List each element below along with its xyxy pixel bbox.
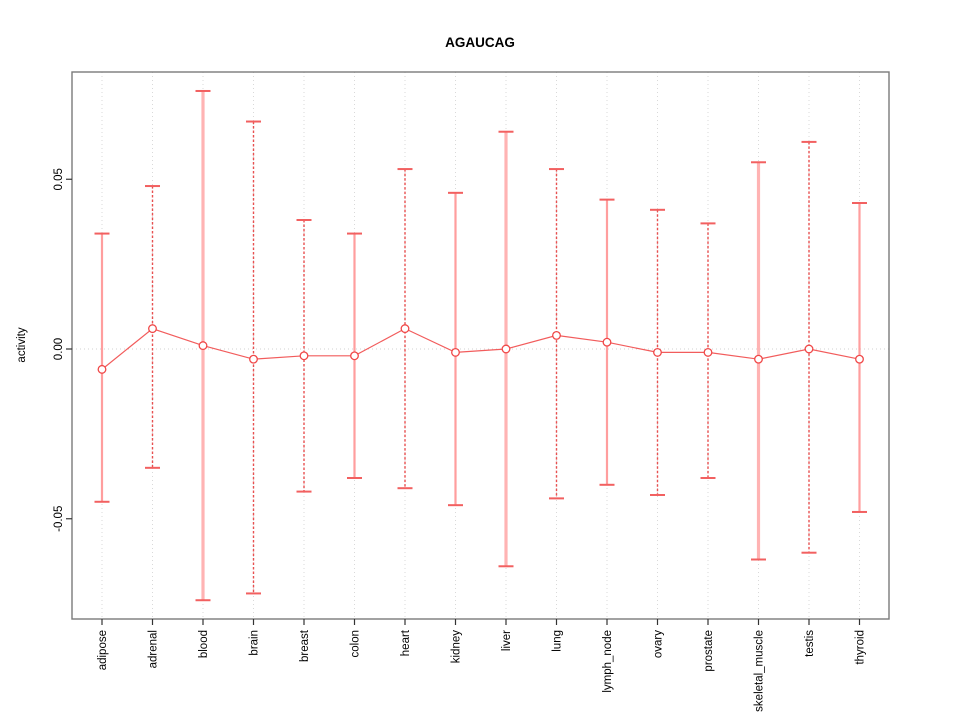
data-point-prostate: [703, 347, 713, 357]
data-point-lymph_node: [602, 337, 612, 347]
x-tick-label-adrenal: adrenal: [148, 630, 160, 668]
data-point-colon: [350, 351, 359, 361]
y-tick-label-0.00: 0.00: [53, 338, 65, 360]
data-point-blood: [198, 341, 208, 351]
plot-content: -0.05 0.00 0.05 adipose adrenal blood brain bre…: [53, 71, 890, 712]
x-tick-label-breast: breast: [299, 629, 311, 662]
x-tick-label-heart: heart: [400, 629, 412, 656]
x-tick-label-lung: lung: [552, 630, 564, 652]
data-point-adipose: [97, 364, 107, 374]
x-tick-label-colon: colon: [350, 630, 362, 658]
x-tick-label-brain: brain: [249, 630, 261, 656]
x-tick-label-prostate: prostate: [703, 630, 715, 672]
data-point-skeletal_muscle: [754, 354, 763, 364]
data-point-breast: [299, 351, 309, 361]
x-tick-label-adipose: adipose: [97, 630, 109, 670]
plot-border: [71, 71, 890, 620]
y-tick-label--0.05: -0.05: [53, 506, 65, 532]
data-point-brain: [249, 354, 258, 364]
x-tick-label-ovary: ovary: [653, 630, 665, 658]
x-tick-label-blood: blood: [198, 630, 210, 658]
x-tick-label-liver: liver: [501, 630, 513, 651]
mean-connect-line: [101, 327, 860, 370]
data-point-thyroid: [855, 354, 864, 364]
data-point-adrenal: [148, 324, 157, 334]
x-tick-label-kidney: kidney: [451, 630, 463, 663]
x-tick-label-testis: testis: [804, 630, 816, 657]
x-tick-label-lymph_node: lymph_node: [602, 630, 614, 693]
data-point-lung: [552, 330, 561, 340]
x-tick-label-skeletal_muscle: skeletal_muscle: [754, 630, 766, 712]
y-axis-label: activity: [16, 327, 28, 362]
data-point-kidney: [451, 347, 460, 357]
data-point-testis: [804, 344, 814, 354]
x-tick-label-thyroid: thyroid: [855, 630, 867, 665]
data-point-ovary: [653, 347, 662, 357]
y-tick-label-0.05: 0.05: [53, 168, 65, 190]
data-point-heart: [400, 324, 410, 334]
data-point-liver: [501, 344, 511, 354]
chart-title: AGAUCAG: [445, 35, 515, 50]
